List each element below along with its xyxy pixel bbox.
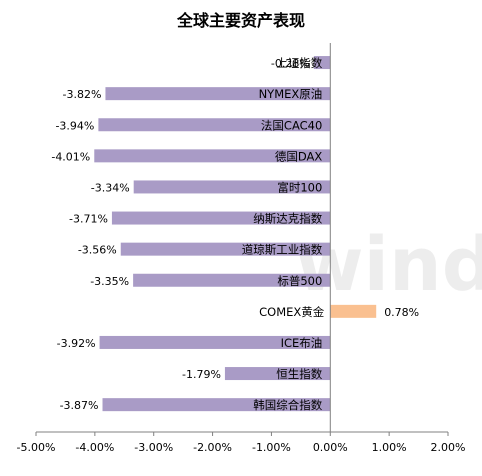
value-label: -3.71% — [69, 213, 108, 226]
category-label: 上证指数 — [276, 56, 322, 70]
x-tick-label: -1.00% — [252, 441, 291, 454]
category-label: ICE布油 — [281, 336, 323, 350]
bar — [105, 87, 331, 101]
value-label: -3.87% — [60, 399, 99, 412]
bar — [111, 211, 331, 225]
bar — [133, 273, 331, 287]
bar — [133, 180, 331, 194]
value-label: -3.34% — [91, 181, 130, 194]
bar — [330, 304, 377, 318]
category-label: 德国DAX — [275, 149, 323, 163]
category-label: 恒生指数 — [276, 367, 322, 381]
category-label: 富时100 — [277, 180, 322, 194]
category-label: NYMEX原油 — [259, 87, 323, 101]
x-tick-label: -5.00% — [17, 441, 56, 454]
value-label: -3.82% — [63, 88, 102, 101]
value-label: 0.78% — [384, 306, 419, 319]
x-tick-label: -3.00% — [134, 441, 173, 454]
value-label: -3.56% — [78, 244, 117, 257]
category-label: COMEX黄金 — [259, 305, 325, 319]
x-tick-label: 0.00% — [313, 441, 348, 454]
x-tick-label: 2.00% — [431, 441, 466, 454]
bar — [94, 149, 331, 163]
bar — [98, 118, 331, 132]
watermark: wind — [295, 222, 482, 308]
category-label: 道琼斯工业指数 — [242, 243, 323, 257]
value-label: -0.28% — [271, 57, 310, 70]
category-label: 标普500 — [277, 274, 322, 288]
bar — [102, 398, 331, 412]
value-label: -3.94% — [55, 119, 94, 132]
category-label: 韩国综合指数 — [253, 398, 322, 412]
bar — [313, 56, 331, 70]
value-label: -4.01% — [51, 150, 90, 163]
bar — [99, 335, 331, 349]
category-label: 法国CAC40 — [261, 118, 322, 132]
chart-title: 全球主要资产表现 — [176, 11, 305, 30]
bar — [224, 367, 331, 381]
x-tick-label: -2.00% — [193, 441, 232, 454]
x-tick-label: -4.00% — [75, 441, 114, 454]
value-label: -1.79% — [182, 368, 221, 381]
x-tick-label: 1.00% — [372, 441, 407, 454]
bar — [120, 242, 331, 256]
value-label: -3.35% — [90, 275, 129, 288]
axis-layer: -5.00% -4.00% -3.00% -2.00% -1.00% 0.00% 1.00%… — [17, 43, 466, 454]
category-label: 纳斯达克指数 — [253, 212, 322, 226]
bars-layer: 上证指数-0.28% NYMEX原油 -3.82% 法国CAC40 -3.94% 德国DA… — [51, 56, 419, 412]
value-label: -3.92% — [57, 337, 96, 350]
